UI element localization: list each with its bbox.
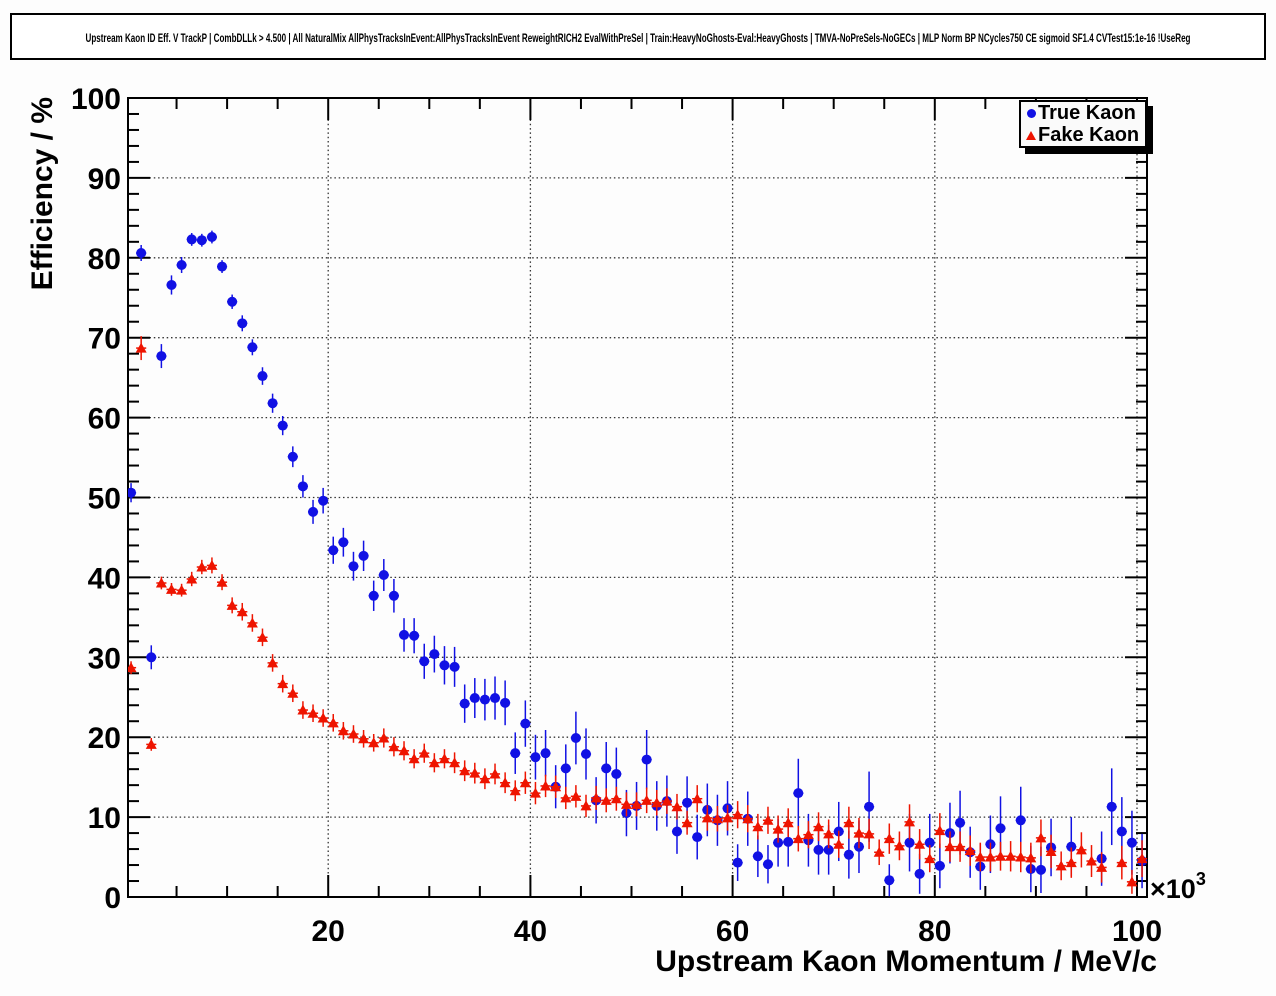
- legend: True Kaon Fake Kaon: [1019, 100, 1147, 148]
- svg-text:80: 80: [88, 243, 121, 276]
- svg-text:80: 80: [918, 915, 951, 948]
- fake-kaon-series: [128, 336, 1147, 894]
- legend-label-true-kaon: True Kaon: [1038, 102, 1136, 124]
- svg-text:50: 50: [88, 483, 121, 516]
- svg-text:20: 20: [88, 722, 121, 755]
- x-axis-title: Upstream Kaon Momentum / MeV/c: [655, 945, 1157, 978]
- gridlines: [128, 98, 1147, 897]
- axis-ticks: [128, 97, 1147, 898]
- plot-dynamic-layer: 0 10 20 30 40 50 60 70 80 90 100 20 40 60 80 100: [71, 83, 1162, 948]
- svg-text:20: 20: [312, 915, 345, 948]
- y-axis-title: Efficiency / %: [26, 97, 59, 290]
- svg-text:10: 10: [88, 802, 121, 835]
- svg-text:100: 100: [1112, 915, 1162, 948]
- svg-text:90: 90: [88, 163, 121, 196]
- x-axis-multiplier: ×103: [1150, 869, 1206, 904]
- plot-title: Upstream Kaon ID Eff. V TrackP | CombDLL…: [86, 33, 1191, 45]
- legend-row-fake-kaon: Fake Kaon: [1021, 125, 1145, 146]
- plot-title-svg: Upstream Kaon ID Eff. V TrackP | CombDLL…: [86, 33, 1191, 45]
- svg-text:100: 100: [71, 83, 121, 116]
- legend-row-true-kaon: True Kaon: [1021, 103, 1145, 124]
- circle-marker-icon: [1024, 108, 1038, 118]
- svg-text:0: 0: [104, 882, 121, 915]
- multiplier-exponent: 3: [1196, 869, 1206, 889]
- svg-text:40: 40: [514, 915, 547, 948]
- legend-label-fake-kaon: Fake Kaon: [1038, 124, 1140, 146]
- svg-text:40: 40: [88, 562, 121, 595]
- svg-text:70: 70: [88, 323, 121, 356]
- multiplier-prefix: ×10: [1150, 874, 1196, 904]
- tick-labels: 0 10 20 30 40 50 60 70 80 90 100 20 40 60 80 100: [71, 83, 1162, 948]
- svg-text:30: 30: [88, 642, 121, 675]
- svg-text:60: 60: [716, 915, 749, 948]
- svg-text:60: 60: [88, 403, 121, 436]
- triangle-marker-icon: [1024, 130, 1038, 140]
- plot-frame: [127, 97, 1148, 898]
- plot-title-box: Upstream Kaon ID Eff. V TrackP | CombDLL…: [10, 13, 1266, 60]
